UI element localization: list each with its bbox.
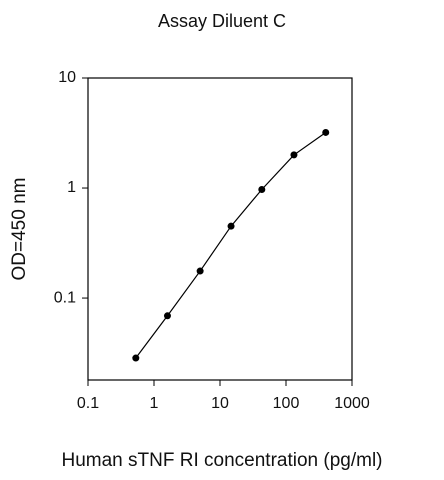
data-point bbox=[290, 151, 298, 159]
x-tick-label: 10 bbox=[211, 395, 229, 412]
x-tick-label: 100 bbox=[273, 395, 300, 412]
x-tick-label: 1 bbox=[150, 395, 159, 412]
y-tick-label: 1 bbox=[67, 179, 76, 196]
data-point bbox=[196, 267, 204, 275]
chart-title: Assay Diluent C bbox=[158, 11, 286, 31]
data-point bbox=[227, 222, 235, 230]
data-point bbox=[322, 128, 330, 136]
x-axis-label: Human sTNF RI concentration (pg/ml) bbox=[62, 450, 383, 471]
y-tick-label: 0.1 bbox=[54, 289, 76, 306]
y-axis-label: OD=450 nm bbox=[9, 178, 30, 281]
data-point bbox=[258, 185, 266, 193]
plot-frame bbox=[87, 77, 353, 381]
x-tick-label: 1000 bbox=[334, 395, 370, 412]
data-point bbox=[132, 354, 140, 362]
data-line bbox=[135, 131, 327, 359]
y-tick-label: 10 bbox=[58, 69, 76, 86]
data-point bbox=[163, 312, 171, 320]
x-tick-label: 0.1 bbox=[77, 395, 99, 412]
